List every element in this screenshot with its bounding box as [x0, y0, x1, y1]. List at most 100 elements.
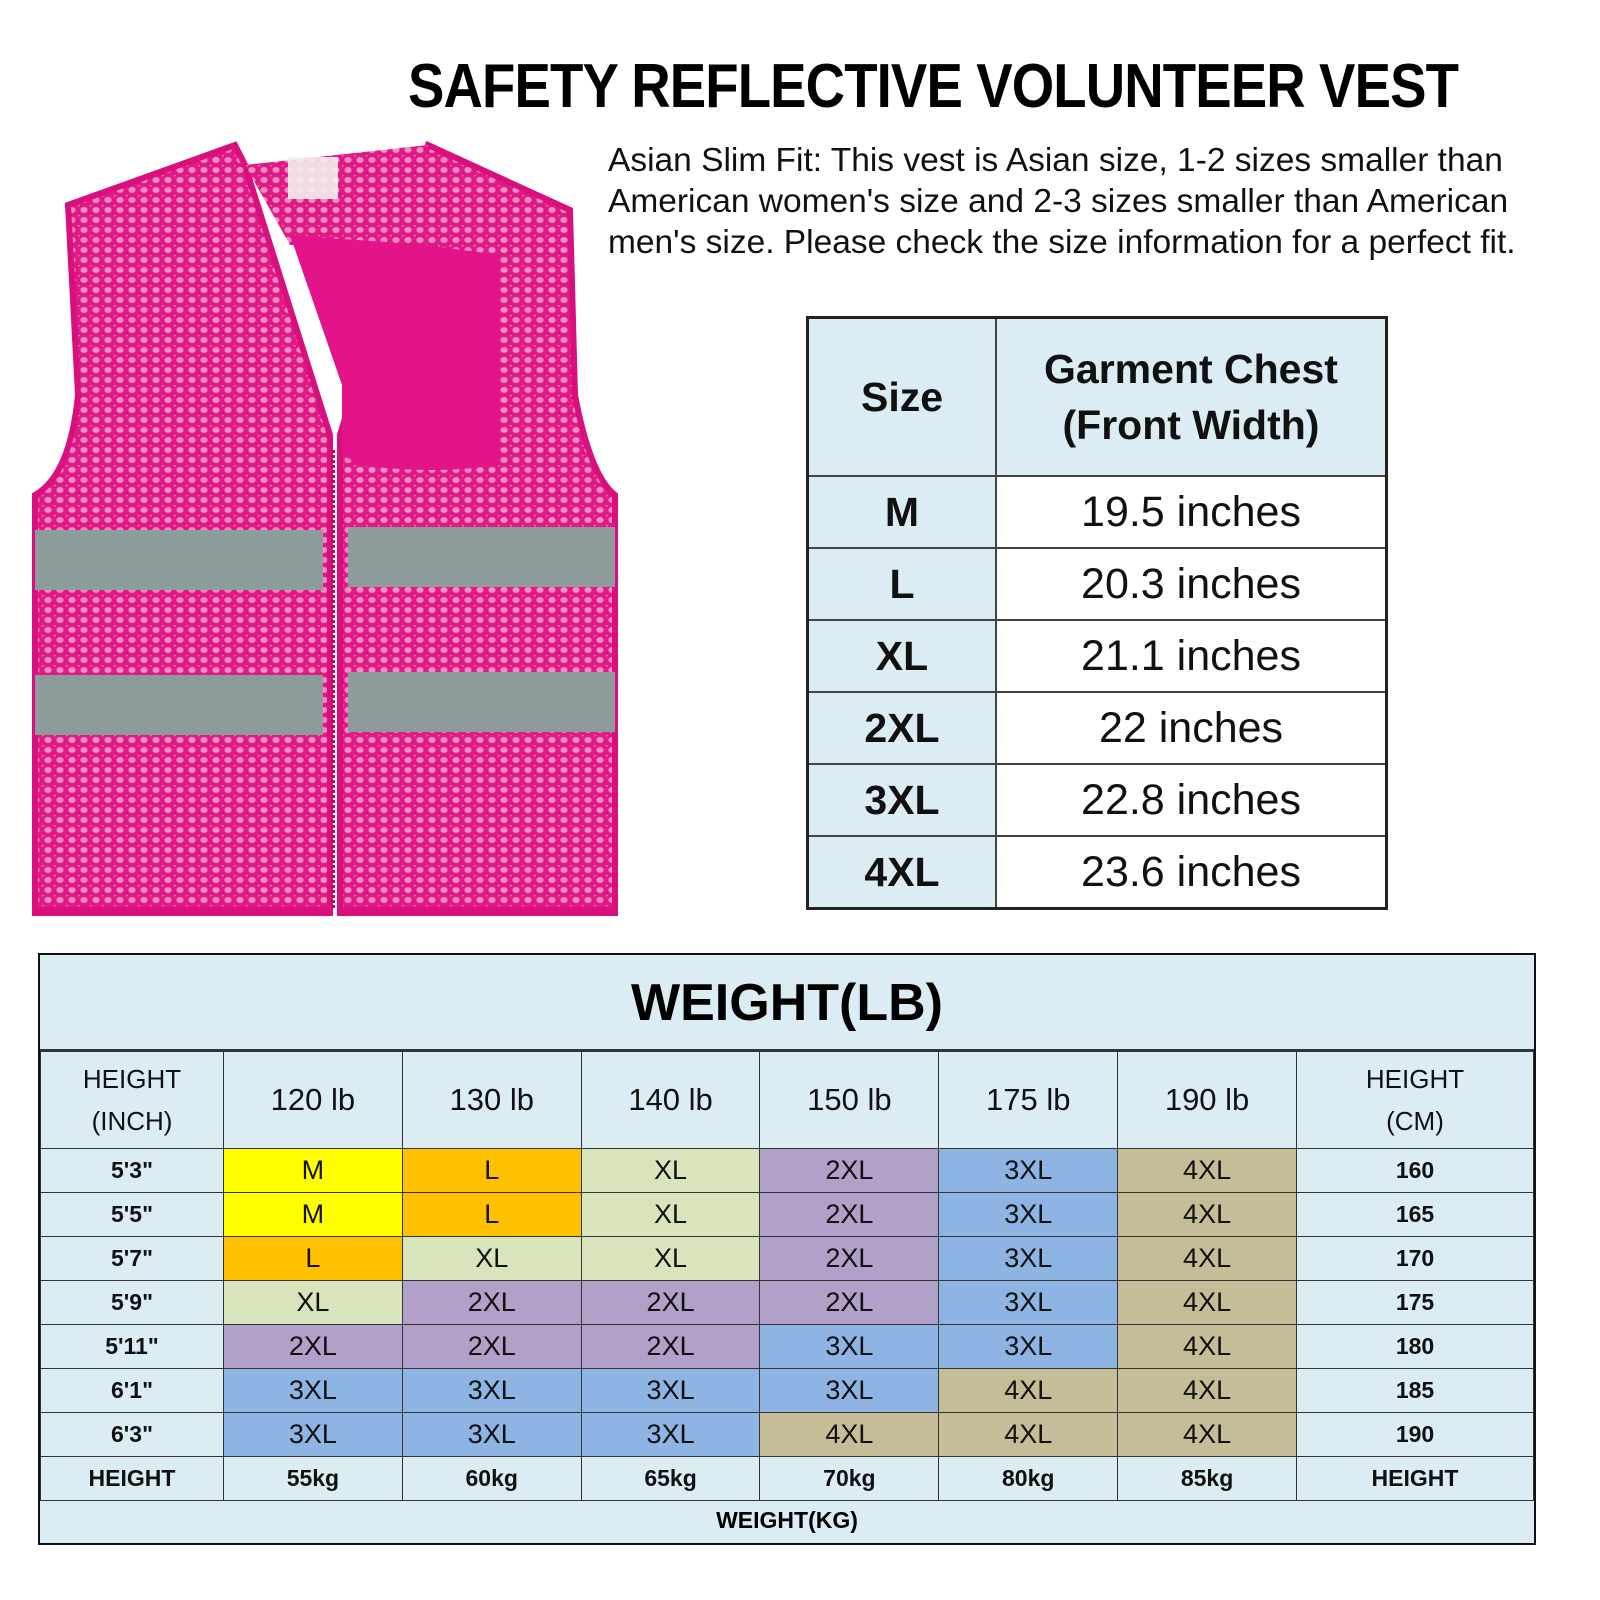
size-cell: 3XL: [223, 1368, 403, 1413]
height-cm-cell: 180: [1296, 1324, 1534, 1369]
size-cell: L: [806, 547, 997, 621]
size-cell: 4XL: [806, 835, 997, 910]
size-cell: 3XL: [759, 1324, 940, 1369]
weight-kg-cell: 55kg: [223, 1456, 403, 1501]
table-row: XL 21.1 inches: [806, 619, 1388, 693]
height-inch-cell: 5'3": [40, 1148, 224, 1193]
height-cm-header: HEIGHT (CM): [1296, 1051, 1534, 1149]
weight-kg-footer: WEIGHT(KG): [716, 1507, 858, 1533]
height-inch-label: HEIGHT: [82, 1064, 182, 1094]
chest-header-line2: (Front Width): [1062, 402, 1320, 448]
weight-header: 175 lb: [938, 1051, 1119, 1149]
size-cell: XL: [580, 1236, 761, 1281]
chest-cell: 21.1 inches: [995, 619, 1388, 693]
size-cell: 4XL: [1117, 1280, 1297, 1325]
size-cell: 3XL: [938, 1236, 1119, 1281]
size-cell: 3XL: [938, 1280, 1119, 1325]
size-cell: 3XL: [401, 1412, 582, 1457]
table-row: 5'9" XL 2XL 2XL 2XL 3XL 4XL 175: [40, 1280, 1534, 1325]
kg-row-label-left: HEIGHT: [40, 1456, 224, 1501]
table-row: 4XL 23.6 inches: [806, 835, 1388, 910]
size-cell: 4XL: [1117, 1148, 1297, 1193]
table-row: 3XL 22.8 inches: [806, 763, 1388, 837]
vest-product-image: [32, 140, 618, 916]
chest-cell: 19.5 inches: [995, 475, 1388, 549]
height-cm-cell: 160: [1296, 1148, 1534, 1193]
size-cell: 3XL: [580, 1368, 761, 1413]
weight-header: 120 lb: [223, 1051, 403, 1149]
weight-kg-cell: 60kg: [401, 1456, 582, 1501]
size-cell: 2XL: [759, 1192, 940, 1237]
weight-header: 150 lb: [759, 1051, 940, 1149]
size-cell: 2XL: [580, 1280, 761, 1325]
size-cell: 4XL: [1117, 1192, 1297, 1237]
table-row: 5'7" L XL XL 2XL 3XL 4XL 170: [40, 1236, 1534, 1281]
weight-kg-row: HEIGHT 55kg 60kg 65kg 70kg 80kg 85kg HEI…: [40, 1456, 1534, 1501]
weight-header: 190 lb: [1117, 1051, 1297, 1149]
size-cell: 4XL: [1117, 1236, 1297, 1281]
height-inch-cell: 5'7": [40, 1236, 224, 1281]
size-cell: XL: [401, 1236, 582, 1281]
table-row: 2XL 22 inches: [806, 691, 1388, 765]
size-cell: XL: [580, 1148, 761, 1193]
chest-cell: 20.3 inches: [995, 547, 1388, 621]
size-cell: 3XL: [759, 1368, 940, 1413]
size-cell: 3XL: [223, 1412, 403, 1457]
size-cell: M: [806, 475, 997, 549]
weight-header: 140 lb: [580, 1051, 761, 1149]
size-grid: HEIGHT (INCH) 120 lb 130 lb 140 lb 150 l…: [40, 1051, 1534, 1501]
size-cell: 4XL: [1117, 1412, 1297, 1457]
size-cell: 3XL: [938, 1148, 1119, 1193]
size-cell: 3XL: [938, 1324, 1119, 1369]
page-title: SAFETY REFLECTIVE VOLUNTEER VEST: [408, 52, 1459, 121]
height-inch-cell: 5'5": [40, 1192, 224, 1237]
height-cm-cell: 185: [1296, 1368, 1534, 1413]
weight-header-row: HEIGHT (INCH) 120 lb 130 lb 140 lb 150 l…: [40, 1051, 1534, 1149]
size-cell: 2XL: [759, 1236, 940, 1281]
chest-column-header: Garment Chest (Front Width): [995, 316, 1388, 477]
height-cm-cell: 175: [1296, 1280, 1534, 1325]
size-cell: XL: [806, 619, 997, 693]
size-cell: 2XL: [401, 1280, 582, 1325]
table-row: M 19.5 inches: [806, 475, 1388, 549]
table-row: L 20.3 inches: [806, 547, 1388, 621]
weight-kg-cell: 80kg: [938, 1456, 1119, 1501]
size-cell: L: [223, 1236, 403, 1281]
table-row: 5'5" M L XL 2XL 3XL 4XL 165: [40, 1192, 1534, 1237]
chest-cell: 22.8 inches: [995, 763, 1388, 837]
size-cell: XL: [580, 1192, 761, 1237]
table-row: 6'1" 3XL 3XL 3XL 3XL 4XL 4XL 185: [40, 1368, 1534, 1413]
size-cell: 2XL: [806, 691, 997, 765]
fit-description: Asian Slim Fit: This vest is Asian size,…: [608, 142, 1516, 261]
weight-kg-cell: 85kg: [1117, 1456, 1297, 1501]
chest-cell: 22 inches: [995, 691, 1388, 765]
weight-kg-cell: 65kg: [580, 1456, 761, 1501]
size-cell: L: [401, 1148, 582, 1193]
height-cm-cell: 170: [1296, 1236, 1534, 1281]
table-row: 5'11" 2XL 2XL 2XL 3XL 3XL 4XL 180: [40, 1324, 1534, 1369]
size-cell: 4XL: [938, 1412, 1119, 1457]
size-cell: 3XL: [938, 1192, 1119, 1237]
size-cell: XL: [223, 1280, 403, 1325]
height-inch-cell: 6'3": [40, 1412, 224, 1457]
size-cell: 3XL: [806, 763, 997, 837]
height-inch-cell: 6'1": [40, 1368, 224, 1413]
table-row: 5'3" M L XL 2XL 3XL 4XL 160: [40, 1148, 1534, 1193]
height-cm-cell: 190: [1296, 1412, 1534, 1457]
size-cell: L: [401, 1192, 582, 1237]
size-cell: 2XL: [580, 1324, 761, 1369]
chest-header-line1: Garment Chest: [1044, 346, 1338, 392]
weight-header: 130 lb: [401, 1051, 582, 1149]
kg-row-label-right: HEIGHT: [1296, 1456, 1534, 1501]
care-label: [288, 157, 338, 199]
size-column-header: Size: [806, 316, 997, 477]
chart-title: WEIGHT(LB): [40, 955, 1534, 1051]
size-cell: 4XL: [759, 1412, 940, 1457]
height-weight-size-chart: WEIGHT(LB) HEIGHT (INCH) 120 lb 130 lb 1…: [38, 953, 1536, 1545]
size-cell: M: [223, 1192, 403, 1237]
size-cell: 2XL: [759, 1280, 940, 1325]
size-cell: 2XL: [401, 1324, 582, 1369]
height-cm-unit: (CM): [1386, 1106, 1444, 1136]
height-cm-label: HEIGHT: [1365, 1064, 1465, 1094]
height-inch-unit: (INCH): [91, 1106, 173, 1136]
